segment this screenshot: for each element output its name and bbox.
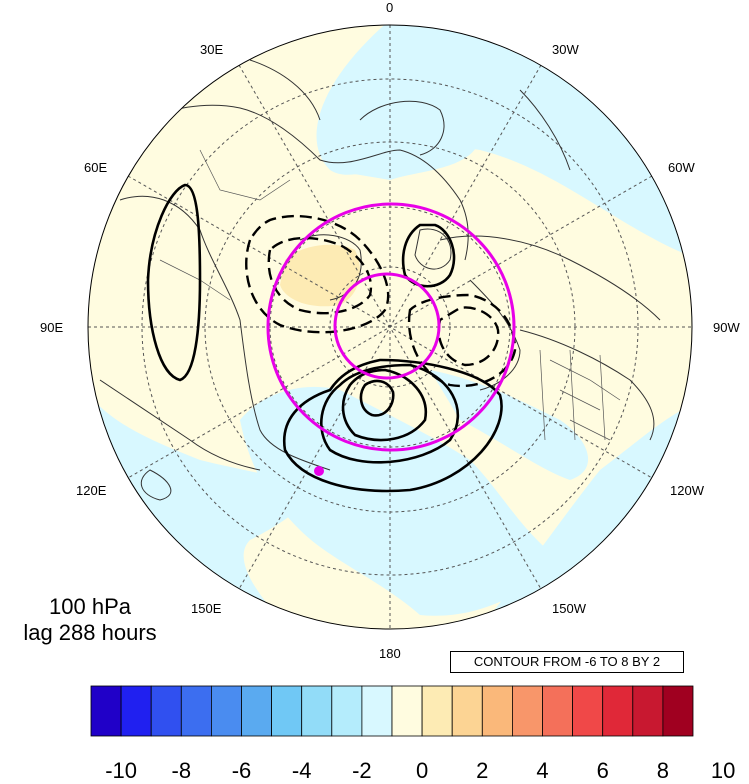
colorbar-swatch: [301, 685, 333, 737]
lon-label-120w: 120W: [670, 483, 704, 498]
colorbar-swatch: [632, 685, 664, 737]
colorbar-swatch: [512, 685, 543, 737]
lon-label-180: 180: [379, 646, 401, 661]
strong-positive-patch: [280, 244, 360, 307]
negative-contours: [245, 214, 517, 388]
lon-label-60w: 60W: [668, 160, 695, 175]
colorbar-tick-label: 4: [536, 758, 549, 783]
colorbar-swatch: [150, 685, 182, 737]
colorbar-tick-label: 2: [476, 758, 489, 783]
pressure-level: 100 hPa: [49, 594, 131, 619]
colorbar: [90, 685, 694, 737]
colorbar-swatch: [662, 685, 694, 737]
ocean-anomaly-region: [240, 386, 560, 616]
lon-label-90e: 90E: [40, 320, 64, 335]
colorbar-tick-label: 10: [710, 758, 736, 783]
colorbar-tick-label: -10: [105, 758, 137, 783]
colorbar-swatch: [481, 685, 513, 737]
colorbar-tick-label: 6: [596, 758, 609, 783]
colorbar-swatch: [120, 685, 152, 737]
colorbar-tick-label: 8: [656, 758, 670, 783]
colorbar-swatch: [90, 685, 122, 737]
colorbar-tick-label: 0: [415, 758, 429, 783]
colorbar-swatch: [391, 685, 423, 737]
colorbar-swatch: [361, 685, 393, 737]
positive-anomaly-region: [88, 25, 692, 629]
colorbar-swatch: [421, 685, 453, 737]
colorbar-swatch: [271, 685, 303, 737]
lon-label-30w: 30W: [552, 42, 579, 57]
lon-label-60e: 60E: [84, 160, 108, 175]
ocean-anomaly-region: [330, 87, 480, 180]
lon-label-0: 0: [386, 0, 394, 15]
magenta-rings: [266, 202, 516, 452]
colorbar-swatch: [451, 685, 483, 737]
ocean-anomaly-region: [430, 370, 589, 480]
colorbar-swatch: [572, 685, 604, 737]
colorbar-swatch: [180, 685, 212, 737]
contour-info-box: CONTOUR FROM -6 TO 8 BY 2: [450, 651, 684, 673]
magenta-marker: [314, 466, 324, 476]
colorbar-tick-label: -4: [291, 758, 312, 783]
map-border: [87, 24, 693, 630]
lon-label-150e: 150E: [191, 601, 222, 616]
colorbar-swatch: [542, 685, 574, 737]
colorbar-tick-label: -8: [171, 758, 192, 783]
colorbar-swatch: [210, 685, 242, 737]
lon-label-150w: 150W: [552, 601, 586, 616]
colorbar-tick-label: -6: [231, 758, 252, 783]
colorbar-swatch: [602, 685, 634, 737]
lon-label-120e: 120E: [76, 483, 107, 498]
lon-label-90w: 90W: [713, 320, 740, 335]
colorbar-swatch: [241, 685, 273, 737]
coastlines: [99, 59, 661, 501]
lag-label: lag 288 hours: [23, 620, 157, 645]
positive-contours: [146, 183, 503, 493]
lon-label-30e: 30E: [200, 42, 224, 57]
colorbar-tick-label: -2: [352, 758, 372, 783]
graticule: [88, 25, 692, 629]
colorbar-swatch: [331, 685, 363, 737]
